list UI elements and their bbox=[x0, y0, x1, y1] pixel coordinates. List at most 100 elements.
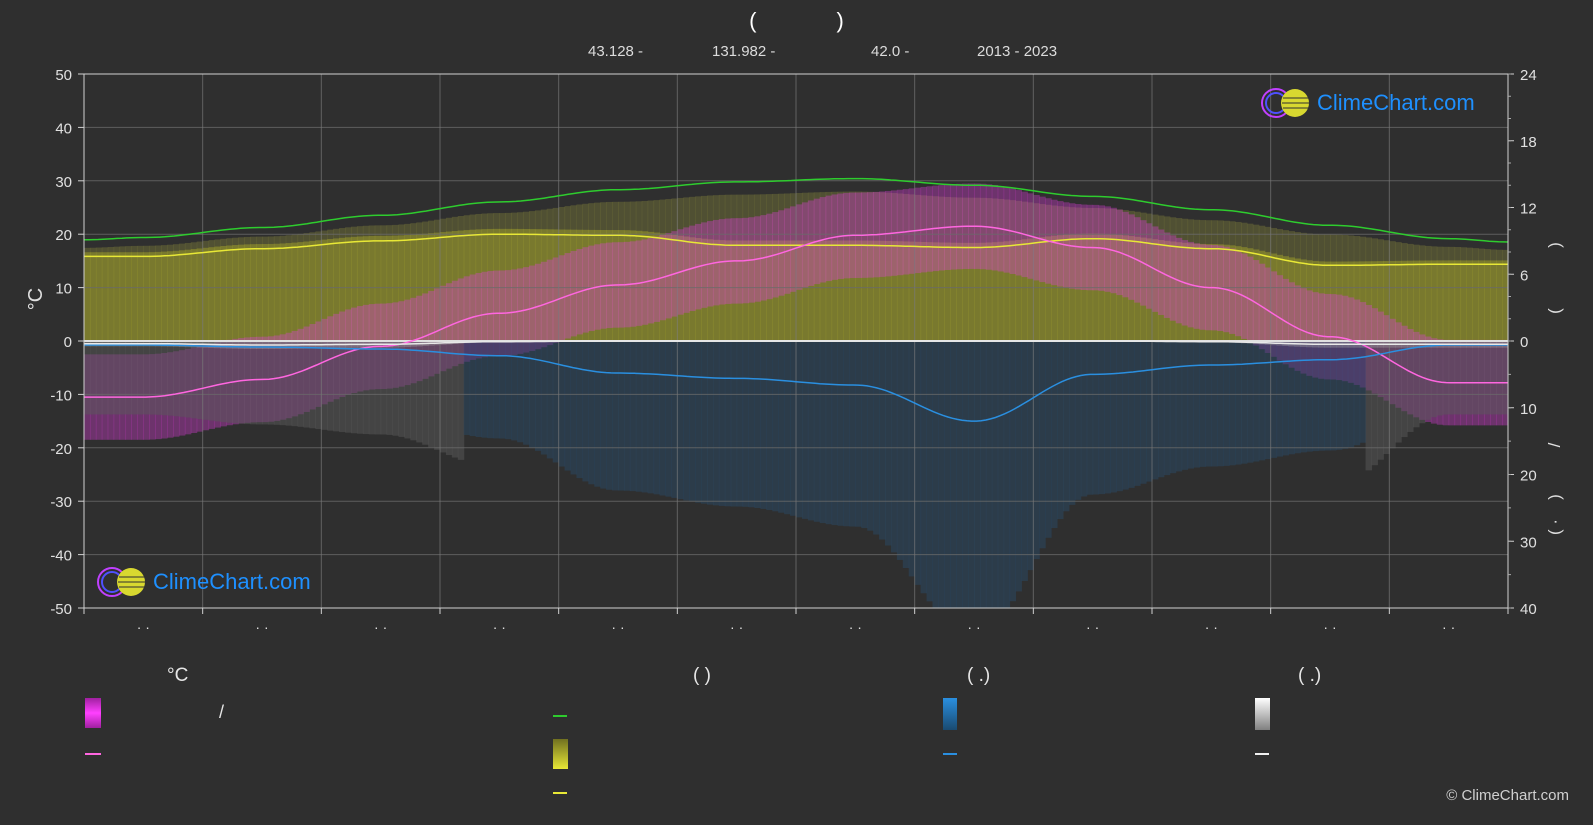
precipitation-area-bar bbox=[974, 341, 981, 608]
precipitation-area-bar bbox=[1496, 341, 1503, 415]
precipitation-area-bar bbox=[131, 341, 138, 415]
right-tick-label-hours: 24 bbox=[1520, 67, 1537, 84]
logo-top-right[interactable]: ClimeChart.com bbox=[1259, 86, 1475, 120]
precipitation-area-bar bbox=[1199, 341, 1206, 467]
sunshine-area-bar bbox=[232, 245, 239, 341]
chart-title: () bbox=[0, 8, 1593, 34]
sunshine-area-bar bbox=[1407, 260, 1414, 341]
sunshine-area-bar bbox=[339, 237, 346, 341]
sunshine-area-bar bbox=[107, 252, 115, 341]
precipitation-area-bar bbox=[1353, 341, 1361, 446]
logo-bottom-left[interactable]: ClimeChart.com bbox=[95, 565, 311, 599]
sunshine-area-bar bbox=[890, 241, 898, 341]
sunshine-area-bar bbox=[1175, 242, 1183, 341]
right-tick-label-mm: 10 bbox=[1520, 401, 1537, 418]
left-tick-label: -30 bbox=[50, 494, 72, 511]
logo-text: ClimeChart.com bbox=[153, 569, 311, 594]
precipitation-area-bar bbox=[321, 341, 328, 430]
sunshine-area-bar bbox=[647, 231, 655, 341]
sunshine-area-bar bbox=[279, 243, 287, 341]
precipitation-area-bar bbox=[612, 341, 619, 491]
sunshine-area-bar bbox=[345, 237, 352, 341]
sunshine-area-bar bbox=[1051, 235, 1058, 341]
sunshine-area-bar bbox=[1193, 243, 1200, 341]
sunshine-area-bar bbox=[1442, 260, 1450, 341]
precipitation-area-bar bbox=[143, 341, 150, 415]
precipitation-area-bar bbox=[1181, 341, 1189, 470]
sunshine-area-bar bbox=[113, 252, 121, 341]
sunshine-area-bar bbox=[256, 244, 263, 341]
precipitation-area-bar bbox=[564, 341, 572, 471]
sunshine-area-bar bbox=[445, 231, 453, 341]
right-axis-label: / bbox=[1545, 442, 1564, 447]
sunshine-area-bar bbox=[914, 241, 922, 341]
sunshine-area-bar bbox=[985, 242, 993, 341]
precipitation-area-bar bbox=[914, 341, 922, 585]
precipitation-area-bar bbox=[1424, 341, 1432, 420]
sunshine-area-bar bbox=[534, 229, 542, 341]
precipitation-area-bar bbox=[517, 341, 524, 443]
sunshine-area-bar bbox=[190, 249, 198, 341]
sunshine-area-bar bbox=[131, 252, 138, 341]
sunshine-area-bar bbox=[944, 242, 951, 341]
precipitation-area-bar bbox=[1300, 341, 1307, 453]
sunshine-area-bar bbox=[1276, 254, 1284, 341]
left-tick-label: -20 bbox=[50, 441, 72, 458]
precipitation-area-bar bbox=[712, 341, 720, 506]
precipitation-area-bar bbox=[173, 341, 180, 417]
precipitation-area-bar bbox=[398, 341, 405, 437]
sunshine-area-bar bbox=[481, 229, 488, 341]
precipitation-area-bar bbox=[1039, 341, 1046, 549]
precipitation-area-bar bbox=[1442, 341, 1450, 415]
precipitation-area-bar bbox=[819, 341, 827, 524]
precipitation-area-bar bbox=[416, 341, 423, 443]
precipitation-area-bar bbox=[896, 341, 904, 560]
precipitation-area-bar bbox=[1098, 341, 1106, 495]
sunshine-area-bar bbox=[784, 240, 791, 341]
left-tick-label: 0 bbox=[64, 334, 72, 351]
climate-chart: 50 40 30 20 10 0 -10 -20 -30 -40 -50 °C 24 18 12 6 0 10 20… bbox=[25, 67, 1564, 635]
precipitation-area-bar bbox=[1383, 341, 1390, 455]
month-label: · · bbox=[137, 619, 150, 635]
precipitation-area-bar bbox=[1407, 341, 1414, 432]
precipitation-area-bar bbox=[469, 341, 477, 437]
sunshine-area-bar bbox=[819, 240, 827, 341]
precipitation-area-bar bbox=[1324, 341, 1331, 451]
left-tick-label: 10 bbox=[55, 281, 72, 298]
precipitation-area-bar bbox=[855, 341, 862, 527]
sunshine-area-bar bbox=[333, 238, 340, 341]
precipitation-area-bar bbox=[1104, 341, 1111, 494]
precipitation-area-bar bbox=[362, 341, 370, 435]
sunshine-area-bar bbox=[184, 249, 192, 341]
sunshine-area-bar bbox=[902, 241, 910, 341]
precipitation-area-bar bbox=[1116, 341, 1123, 492]
precipitation-area-bar bbox=[843, 341, 850, 527]
precipitation-area-bar bbox=[463, 341, 471, 435]
precipitation-area-bar bbox=[167, 341, 174, 416]
precipitation-area-bar bbox=[315, 341, 322, 430]
sunshine-area-bar bbox=[1347, 261, 1355, 341]
precipitation-area-bar bbox=[386, 341, 394, 435]
sunshine-area-bar bbox=[843, 240, 850, 341]
precipitation-area-bar bbox=[1229, 341, 1236, 466]
precipitation-area-bar bbox=[1454, 341, 1462, 415]
sunshine-area-bar bbox=[309, 240, 316, 341]
sunshine-area-bar bbox=[558, 229, 566, 341]
sunshine-area-bar bbox=[1502, 260, 1509, 341]
sunshine-area-bar bbox=[1045, 236, 1052, 341]
precipitation-area-bar bbox=[849, 341, 856, 527]
precipitation-area-bar bbox=[534, 341, 542, 451]
sunshine-area-bar bbox=[546, 229, 554, 341]
sunshine-area-bar bbox=[196, 248, 204, 341]
sunshine-area-bar bbox=[1436, 260, 1444, 341]
sunshine-area-bar bbox=[434, 232, 441, 341]
precipitation-area-bar bbox=[1092, 341, 1100, 495]
precipitation-area-bar bbox=[760, 341, 767, 509]
precipitation-area-bar bbox=[1264, 341, 1272, 460]
precipitation-area-bar bbox=[1241, 341, 1248, 464]
precipitation-area-bar bbox=[861, 341, 868, 529]
sunshine-area-bar bbox=[493, 228, 500, 341]
precipitation-area-bar bbox=[1490, 341, 1497, 415]
precipitation-area-bar bbox=[647, 341, 655, 494]
precipitation-area-bar bbox=[873, 341, 880, 535]
